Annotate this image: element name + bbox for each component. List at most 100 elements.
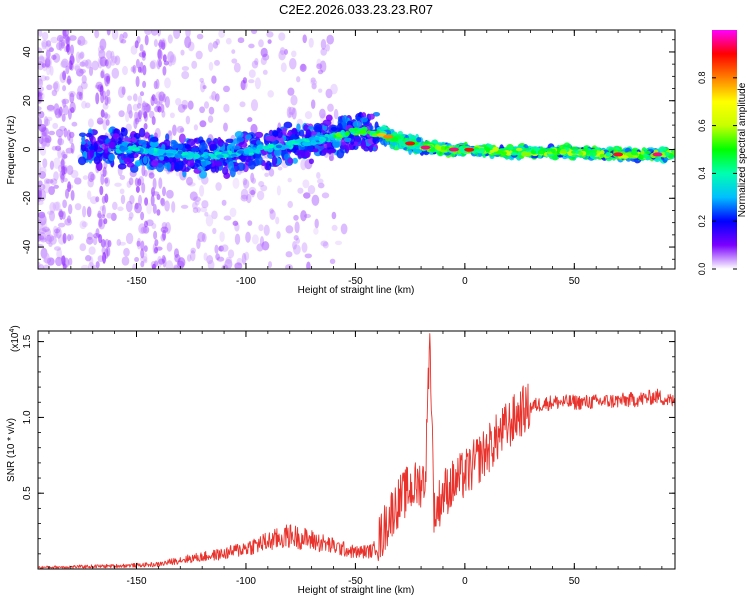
spectrogram-blob [61,165,66,176]
spectrogram-blob [200,206,208,213]
spectrogram-blob [45,228,52,237]
spectrogram-blob [214,93,220,102]
spectrogram-blob [335,136,341,140]
spectrogram-blob [644,150,651,155]
spectrogram-blob [122,65,128,76]
spectrogram-blob [53,184,59,189]
spectrogram-blob [184,144,191,149]
spectrogram-blob [67,181,72,193]
spectrogram-blob [120,127,128,137]
spectrogram-blob [254,131,264,139]
spectrogram-blob [320,38,327,50]
spectrogram-blob [56,41,62,51]
spectrogram-blob [321,192,330,199]
spectrogram-blob [276,231,281,239]
spectrogram-blob [65,147,74,154]
spectrogram-blob [158,59,162,68]
spectrogram-blob [132,93,138,102]
spectrogram-blob [60,151,69,156]
spectrogram-blob [71,121,78,127]
spectrogram-blob [138,110,142,120]
spectrogram-blob [99,38,107,51]
spectrogram-blob [296,123,301,133]
spectrogram-blob [203,252,208,261]
spectrogram-blob [117,163,127,170]
spectrogram-blob [104,75,109,87]
spectrogram-blob [87,171,95,183]
spectrogram-blob [292,146,297,153]
spectrogram-blob [245,231,251,243]
spectrogram-blob [192,201,198,210]
spectrogram-blob [251,234,259,245]
spectrogram-blob [187,151,195,158]
spectrogram-blob [340,223,348,235]
spectrogram-blob [161,221,168,230]
spectrogram-blob [84,59,92,69]
spectrogram-blob [101,204,106,217]
spectrogram-blob [168,130,173,143]
spectrogram-blob [103,218,108,225]
spectrogram-blob [86,232,94,240]
spectrogram-blob [314,218,319,229]
spectrogram-blob [248,43,255,49]
spectrogram-image [38,30,675,269]
spectrogram-blob [413,149,423,154]
spectrogram-blob [57,138,65,146]
spectrogram-blob [166,242,173,252]
colorbar-tick-label: 0.4 [697,167,707,180]
spectrogram-blob [49,210,55,222]
spectrogram-blob [80,140,86,145]
spectrogram-blob [106,75,111,84]
spectrogram-blob [53,246,62,251]
spectrogram-blob [77,39,82,45]
spectrogram-blob [222,161,228,167]
spectrogram-blob [110,55,118,64]
spectrogram-blob [89,256,94,268]
spectrogram-blob [48,185,56,196]
spectrogram-blob [38,264,45,269]
spectrogram-blob [38,161,42,174]
spectrogram-blob [146,202,152,215]
spectrogram-blob [209,143,218,151]
spectrogram-blob [231,49,236,54]
spectrogram-blob [275,144,283,149]
spectrogram-blob [38,227,47,234]
spectrogram-blob [233,62,241,73]
spectrogram-blob [310,139,317,146]
spectrogram-blob [144,103,151,113]
spectrogram-blob [173,265,179,269]
spectrogram-blob [67,215,71,224]
spectrogram-blob [123,157,132,165]
spectrogram-blob [613,152,624,157]
spectrogram-blob [38,75,43,85]
spectrogram-blob [215,160,223,167]
spectrogram-blob [305,129,312,137]
spectrogram-blob [361,112,367,119]
spectrogram-blob [62,177,68,183]
snr-plot-area [38,333,675,569]
spectrogram-blob [325,44,330,52]
spectrogram-blob [295,76,301,83]
spectrogram-blob [78,132,87,137]
spectrogram-blob [119,241,126,246]
spectrogram-blob [240,194,249,202]
spectrogram-blob [61,150,66,162]
spectrogram-blob [53,80,60,93]
spectrogram-blob [104,59,109,67]
spectrogram-blob [360,139,367,150]
spectrogram-blob [53,157,61,169]
spectrogram-blob [154,246,158,254]
spectrogram-y-label: Frequency (Hz) [6,116,17,185]
spectrogram-blob [336,149,345,159]
spectrogram-blob [81,100,87,109]
spectrogram-blob [241,252,247,265]
spectrogram-blob [190,247,196,254]
spectrogram-blob [62,30,67,40]
spectrogram-blob [217,139,224,147]
spectrogram-blob [117,137,122,144]
spectrogram-blob [221,199,227,206]
x-tick-label: -50 [348,276,363,287]
spectrogram-blob [57,222,66,228]
spectrogram-blob [297,187,304,194]
